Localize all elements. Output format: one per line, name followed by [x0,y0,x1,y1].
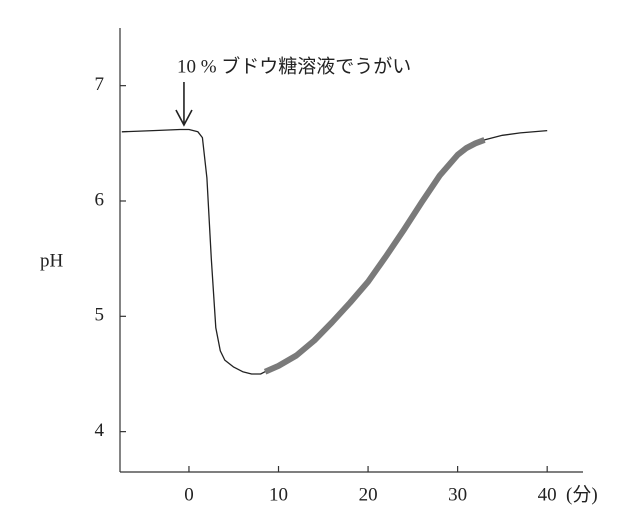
y-tick-label: 7 [95,74,105,95]
x-axis-label: (分) [566,483,598,505]
y-tick-label: 5 [95,305,105,326]
y-tick-label: 6 [95,189,105,210]
curve [121,128,548,375]
x-tick-label: 10 [269,484,288,505]
x-tick-label: 20 [359,484,378,505]
annotation: 10 % ブドウ糖溶液でうがい [177,54,411,77]
x-tick-label: 40 [538,484,557,505]
x-tick-label: 0 [184,484,194,505]
annotation-arrow [175,82,193,127]
x-tick-label: 30 [448,484,467,505]
y-tick-label: 4 [95,420,105,441]
curve [263,137,486,375]
y-axis-label: pH [40,250,64,271]
